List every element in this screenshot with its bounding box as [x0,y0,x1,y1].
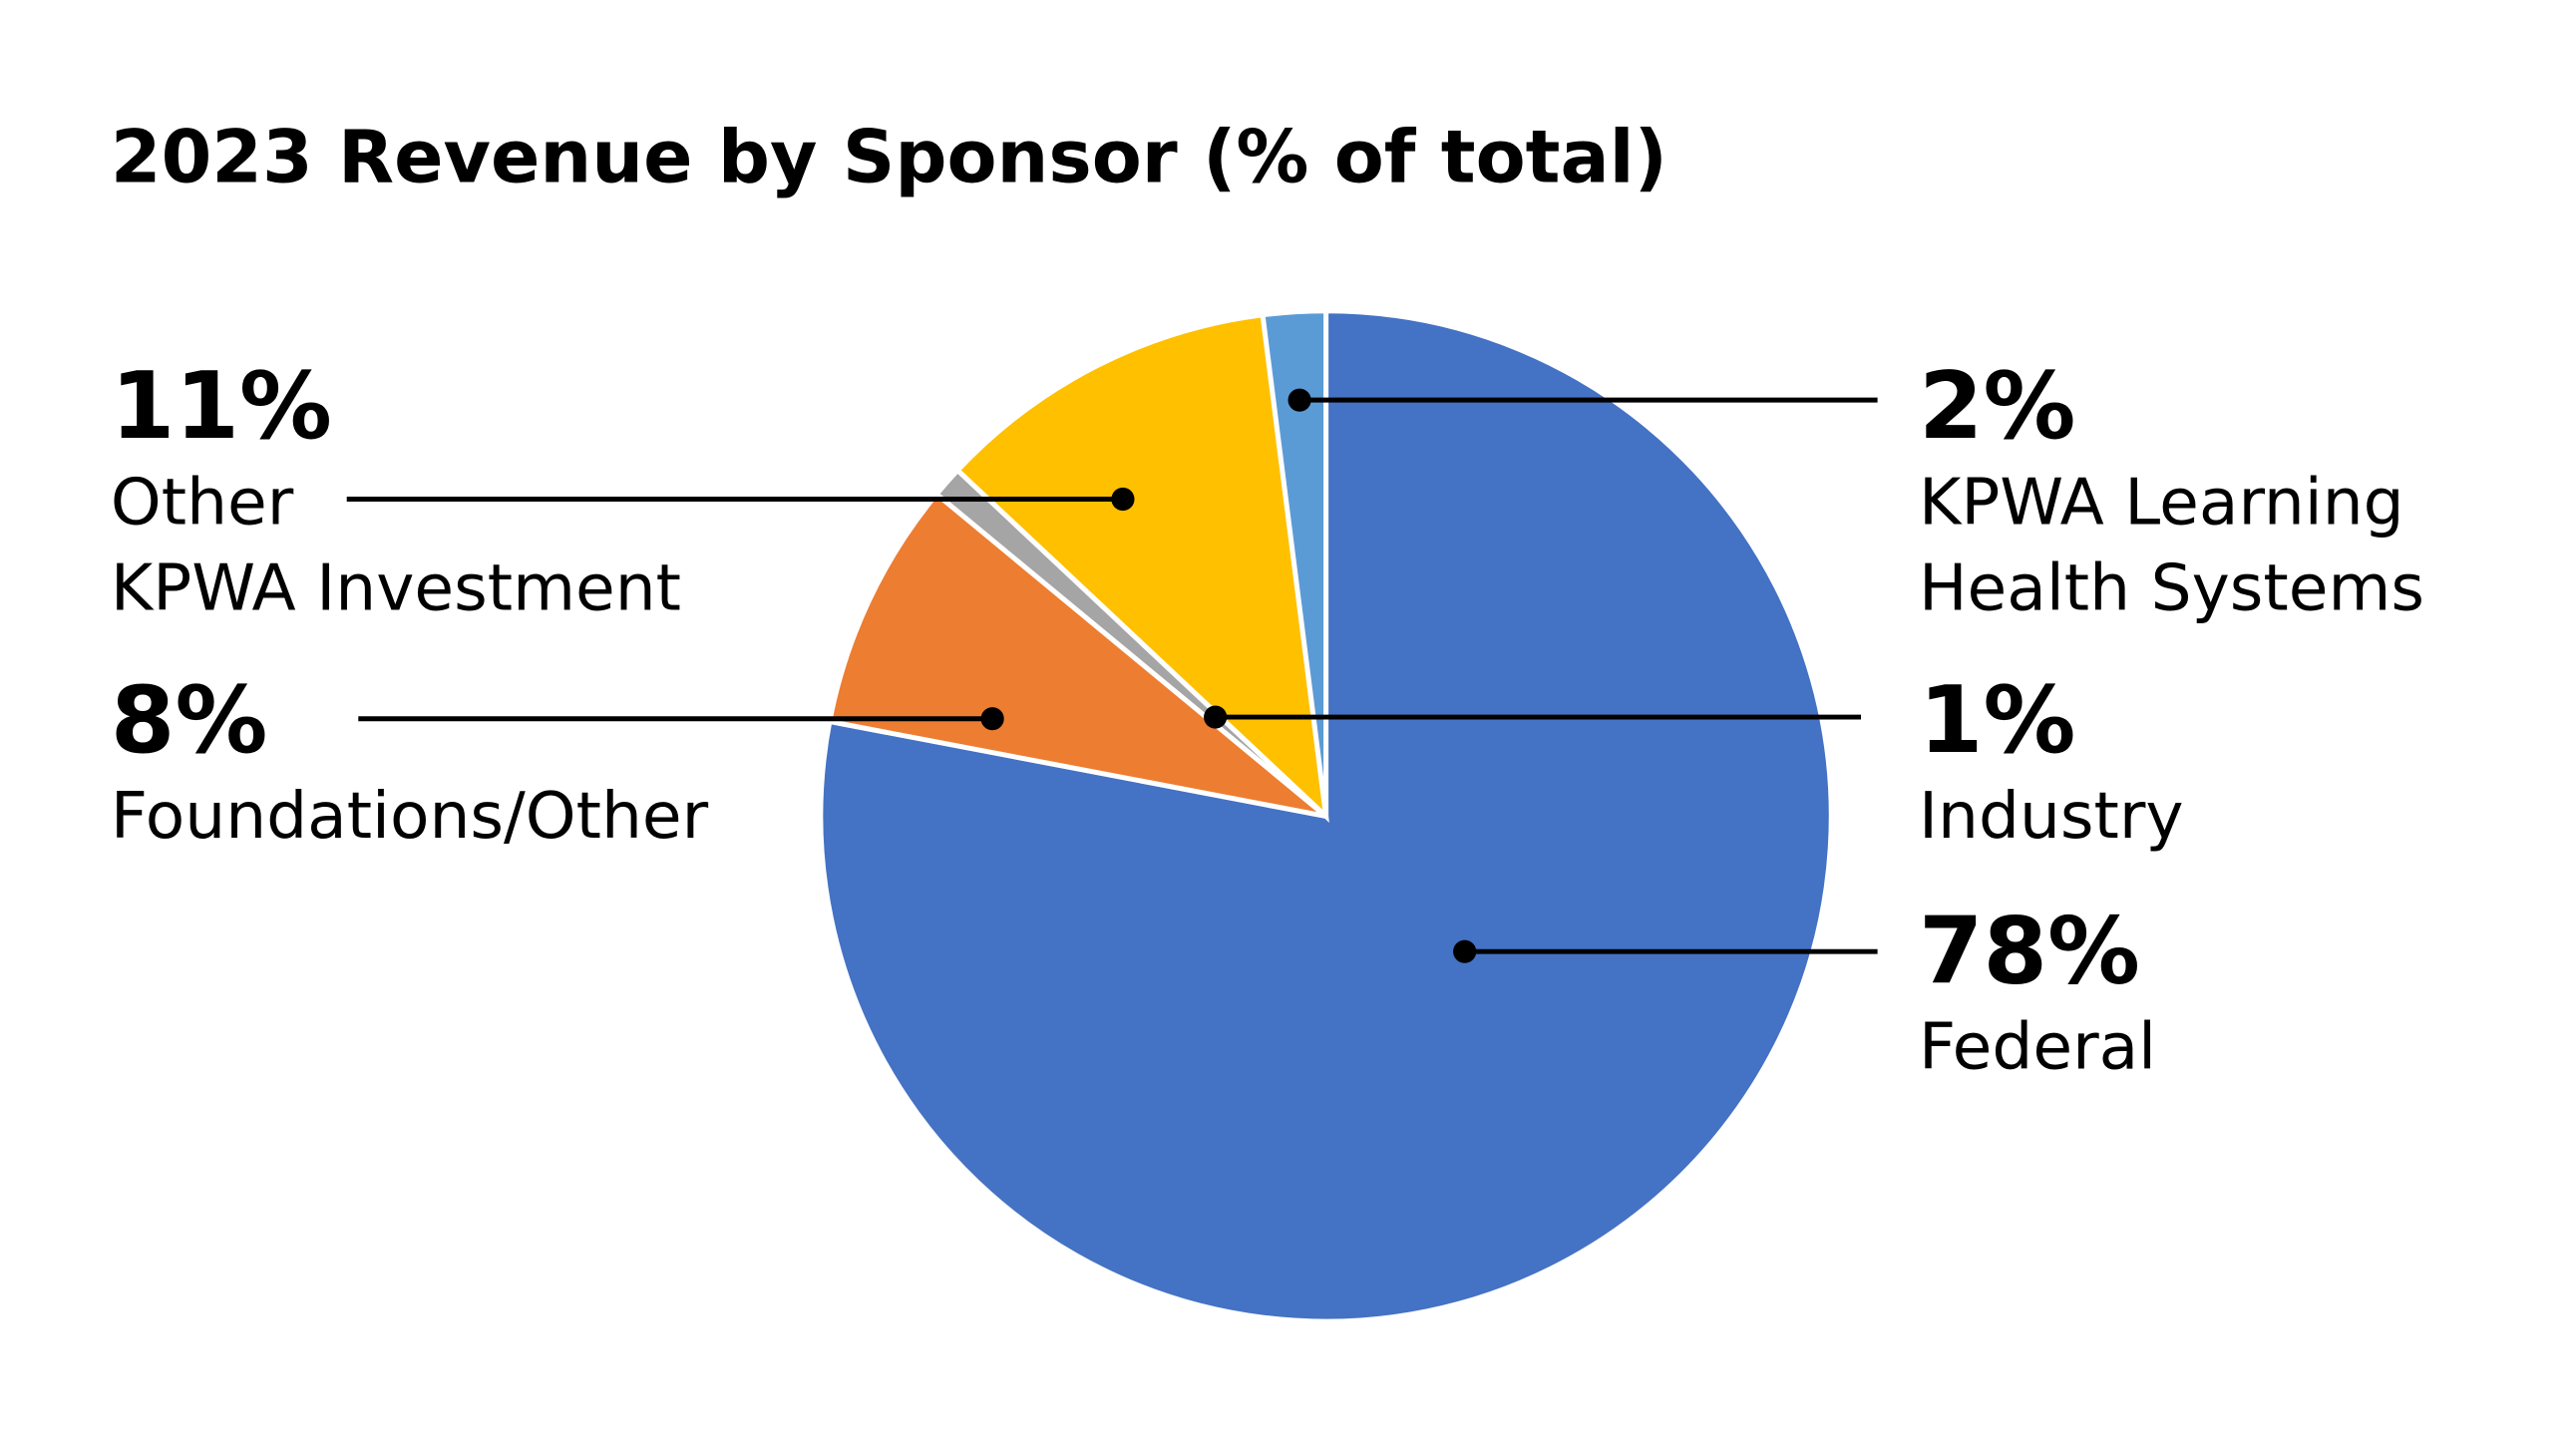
data-label: 11%Other KPWA Investment [110,355,682,626]
value-label: 1% [1919,669,2076,776]
value-label: 11% [110,355,332,462]
pie-slice [1260,308,1329,817]
data-label: 1%Industry [1919,669,2184,855]
category-label: Industry [1919,779,2184,855]
value-label: 2% [1919,355,2076,462]
category-label: KPWA Learning Health Systems [1919,466,2425,626]
value-label: 8% [110,669,268,776]
leader-dot [1111,487,1135,512]
data-label: 2%KPWA Learning Health Systems [1919,355,2425,626]
chart-title: 2023 Revenue by Sponsor (% of total) [111,116,1667,200]
pie-slice [818,308,1834,1324]
leader-dot [1288,388,1311,412]
value-label: 78% [1919,900,2140,1006]
category-label: Federal [1919,1010,2157,1086]
leader-dot [1453,939,1477,963]
pie-slice [826,490,1328,819]
data-label: 78%Federal [1919,900,2157,1086]
leader-dot [980,707,1004,731]
category-label: Foundations/Other [110,779,709,855]
category-label: Other KPWA Investment [110,466,682,626]
pie-slice [953,311,1329,823]
data-label: 8%Foundations/Other [110,669,709,855]
leader-dot [1204,705,1228,729]
